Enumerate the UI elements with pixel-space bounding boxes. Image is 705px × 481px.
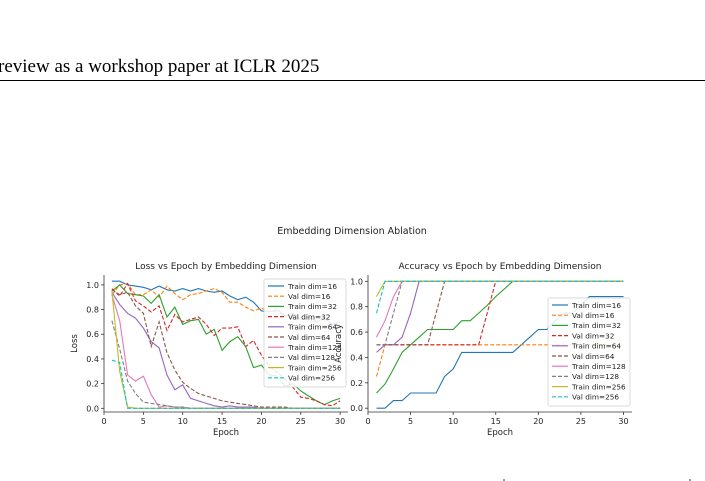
series-line-9	[111, 359, 341, 409]
legend-label: Train dim=32	[571, 321, 621, 330]
y-axis-label: Loss	[70, 334, 80, 353]
legend-label: Val dim=16	[572, 311, 615, 320]
legend-label: Val dim=128	[288, 353, 335, 362]
legend-box	[263, 278, 347, 388]
legend-label: Train dim=32	[287, 302, 337, 311]
y-tick-label: 1.0	[86, 281, 99, 290]
legend-label: Val dim=64	[288, 333, 331, 342]
x-tick-label: 15	[491, 417, 501, 426]
x-axis-label: Epoch	[487, 428, 513, 438]
x-tick-label: 5	[141, 417, 146, 426]
x-tick-label: 25	[576, 417, 586, 426]
x-tick-label: 25	[296, 417, 306, 426]
y-tick-label: 0.4	[86, 355, 99, 364]
chart-title: Accuracy vs Epoch by Embedding Dimension	[399, 262, 602, 272]
accuracy-chart-panel: Accuracy vs Epoch by Embedding Dimension…	[334, 262, 632, 438]
series-line-8	[376, 280, 624, 297]
legend-label: Val dim=256	[288, 374, 335, 383]
x-tick-label: 0	[101, 417, 106, 426]
y-tick-label: 0.8	[350, 303, 363, 312]
series-line-9	[375, 280, 624, 314]
figure-suptitle: Embedding Dimension Ablation	[277, 226, 427, 237]
legend-label: Train dim=16	[571, 301, 621, 310]
x-tick-label: 20	[256, 417, 266, 426]
x-tick-label: 20	[533, 417, 543, 426]
y-tick-label: 0.0	[350, 404, 363, 413]
x-axis-label: Epoch	[213, 428, 239, 438]
x-tick-label: 0	[365, 417, 370, 426]
legend-label: Train dim=256	[571, 382, 626, 391]
loss-chart-panel: Loss vs Epoch by Embedding Dimension 0 5 10…	[70, 262, 348, 438]
series-line-2	[111, 284, 341, 406]
y-tick-label: 0.6	[86, 330, 99, 339]
legend-label: Train dim=256	[287, 363, 342, 372]
legend-label: Train dim=128	[287, 343, 342, 352]
y-tick-label: 0.2	[350, 379, 363, 388]
y-axis-label: Accuracy	[334, 324, 344, 363]
header-rule	[0, 80, 705, 81]
page-mark	[503, 479, 505, 481]
x-tick-label: 30	[618, 417, 628, 426]
x-tick-label: 5	[408, 417, 413, 426]
legend-label: Val dim=256	[572, 393, 619, 402]
x-tick-label: 10	[448, 417, 458, 426]
legend-label: Train dim=64	[571, 342, 621, 351]
legend-label: Val dim=32	[572, 331, 614, 340]
y-tick-label: 0.0	[86, 404, 99, 413]
legend-label: Val dim=128	[572, 372, 619, 381]
legend-label: Train dim=16	[287, 282, 337, 291]
series-line-1	[111, 283, 341, 329]
y-tick-label: 1.0	[350, 277, 363, 286]
y-tick-label: 0.8	[86, 306, 99, 315]
series-line-3	[111, 282, 341, 407]
legend-label: Train dim=128	[571, 362, 626, 371]
y-tick-label: 0.2	[86, 380, 99, 389]
x-tick-label: 15	[217, 417, 227, 426]
legend-label: Val dim=64	[572, 352, 615, 361]
y-tick-label: 0.4	[350, 353, 363, 362]
chart-title: Loss vs Epoch by Embedding Dimension	[135, 262, 317, 272]
x-tick-label: 10	[178, 417, 188, 426]
page-mark	[689, 479, 691, 481]
y-tick-label: 0.6	[350, 328, 363, 337]
paper-header: review as a workshop paper at ICLR 2025	[0, 56, 320, 77]
legend-box	[547, 297, 631, 407]
legend-label: Val dim=32	[288, 312, 330, 321]
legend-label: Train dim=64	[287, 323, 337, 332]
legend-label: Val dim=16	[288, 292, 331, 301]
x-tick-label: 30	[335, 417, 345, 426]
